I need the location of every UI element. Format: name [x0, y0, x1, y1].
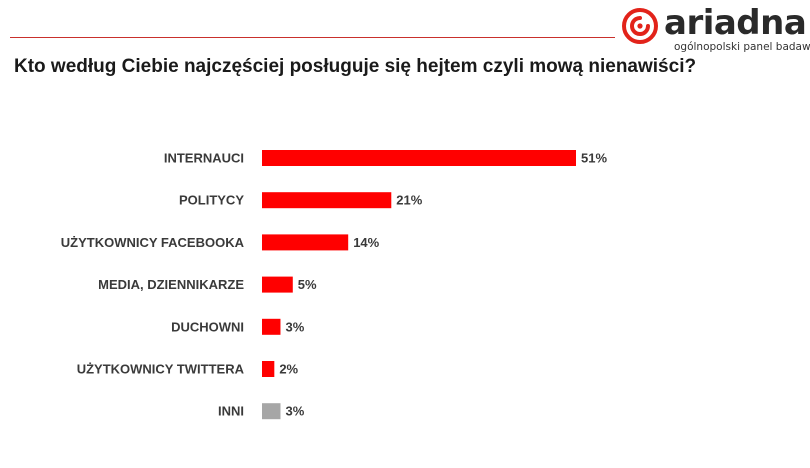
- category-label: UŻYTKOWNICY FACEBOOKA: [61, 235, 245, 250]
- brand-logo: ariadna ogólnopolski panel badawczy: [620, 3, 810, 56]
- bar: [262, 150, 576, 166]
- ariadna-swirl-icon: [622, 8, 658, 44]
- category-label: DUCHOWNI: [171, 319, 244, 334]
- category-label: INNI: [218, 404, 244, 419]
- category-label: INTERNAUCI: [164, 151, 244, 166]
- value-label: 51%: [581, 151, 607, 166]
- value-label: 3%: [285, 404, 304, 419]
- category-label: MEDIA, DZIENNIKARZE: [98, 277, 244, 292]
- value-label: 2%: [279, 362, 298, 377]
- value-label: 5%: [298, 277, 317, 292]
- category-label: POLITYCY: [179, 193, 244, 208]
- bar: [262, 361, 275, 377]
- brand-name: ariadna: [664, 3, 807, 43]
- bar: [262, 234, 349, 251]
- bar: [262, 403, 281, 420]
- value-label: 14%: [353, 235, 379, 250]
- value-label: 3%: [285, 319, 304, 334]
- bar: [262, 318, 281, 335]
- header-rule: [10, 37, 615, 38]
- value-label: 21%: [396, 193, 422, 208]
- bar: [262, 192, 392, 209]
- bar: [262, 276, 293, 293]
- chart-title: Kto według Ciebie najczęściej posługuje …: [14, 56, 697, 77]
- brand-tagline: ogólnopolski panel badawczy: [674, 41, 810, 53]
- category-label: UŻYTKOWNICY TWITTERA: [77, 362, 245, 377]
